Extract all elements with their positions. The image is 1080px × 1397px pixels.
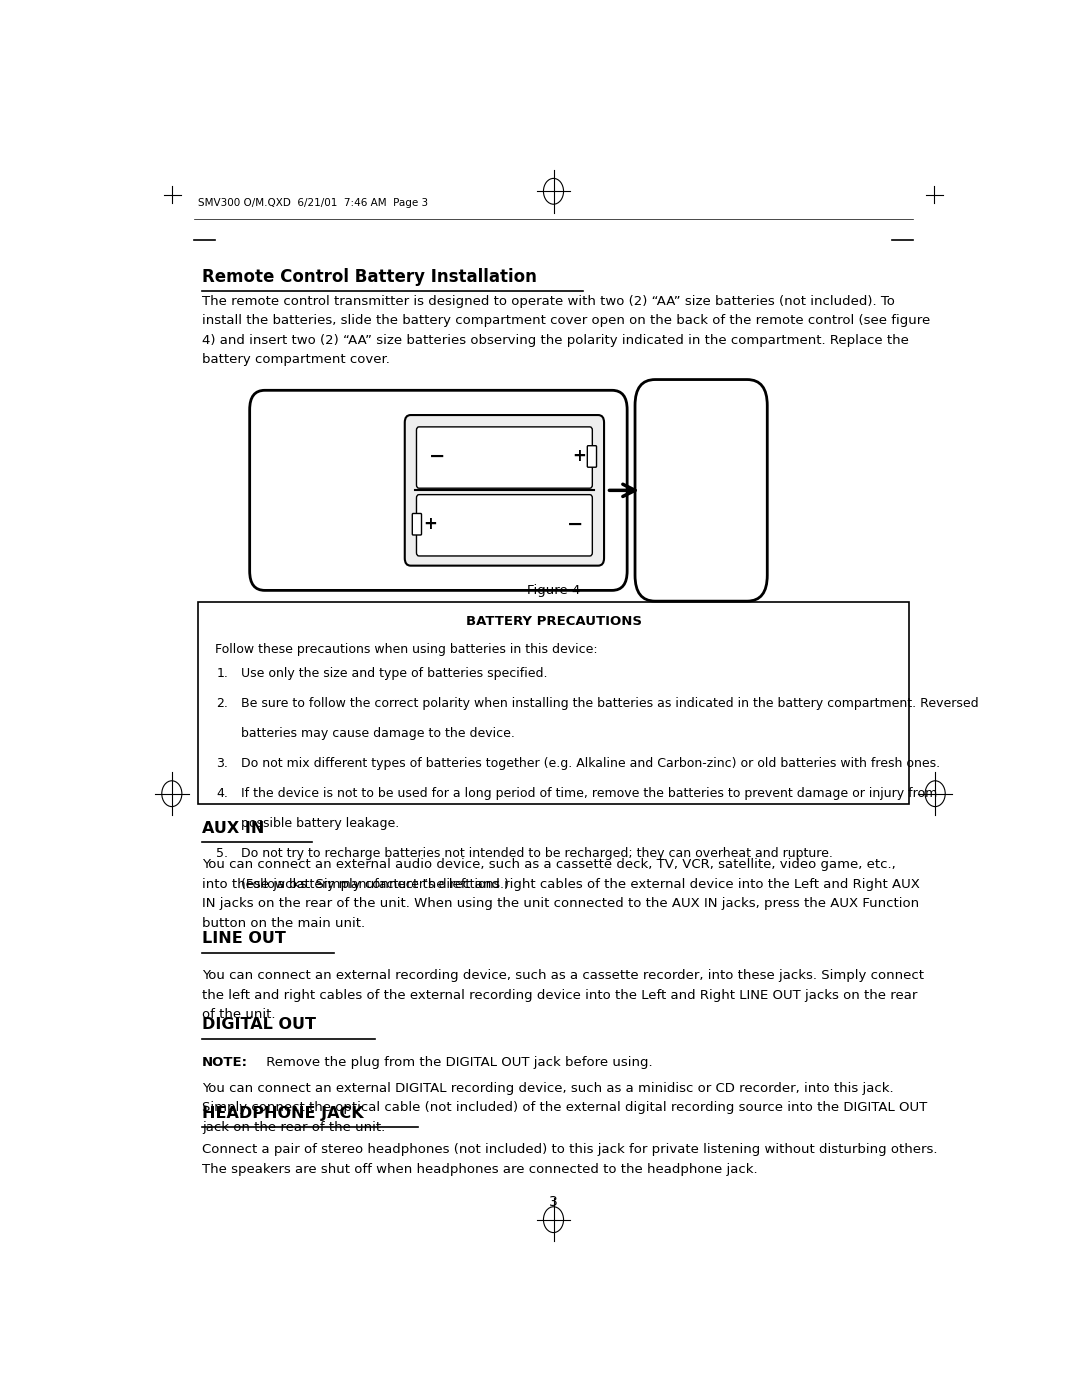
Text: DIGITAL OUT: DIGITAL OUT <box>202 1017 316 1032</box>
Text: +: + <box>571 447 585 465</box>
Text: BATTERY PRECAUTIONS: BATTERY PRECAUTIONS <box>465 615 642 629</box>
FancyBboxPatch shape <box>588 446 596 467</box>
Text: SMV300 O/M.QXD  6/21/01  7:46 AM  Page 3: SMV300 O/M.QXD 6/21/01 7:46 AM Page 3 <box>198 198 428 208</box>
Text: 5.: 5. <box>216 848 228 861</box>
Text: possible battery leakage.: possible battery leakage. <box>241 817 400 830</box>
Text: batteries may cause damage to the device.: batteries may cause damage to the device… <box>241 726 515 740</box>
Text: Connect a pair of stereo headphones (not included) to this jack for private list: Connect a pair of stereo headphones (not… <box>202 1143 937 1176</box>
Text: −: − <box>567 514 583 534</box>
Text: 3: 3 <box>549 1196 558 1210</box>
Text: You can connect an external recording device, such as a cassette recorder, into : You can connect an external recording de… <box>202 970 924 1021</box>
Text: AUX IN: AUX IN <box>202 820 265 835</box>
Text: 1.: 1. <box>216 666 228 680</box>
FancyBboxPatch shape <box>249 390 627 591</box>
Text: NOTE:: NOTE: <box>202 1056 248 1069</box>
Text: 2.: 2. <box>216 697 228 710</box>
Text: −: − <box>429 447 445 467</box>
Text: +: + <box>423 515 437 534</box>
Text: Do not mix different types of batteries together (e.g. Alkaline and Carbon-zinc): Do not mix different types of batteries … <box>241 757 941 770</box>
Text: Remote Control Battery Installation: Remote Control Battery Installation <box>202 268 537 285</box>
Text: You can connect an external DIGITAL recording device, such as a minidisc or CD r: You can connect an external DIGITAL reco… <box>202 1083 928 1134</box>
FancyBboxPatch shape <box>413 514 421 535</box>
Text: You can connect an external audio device, such as a cassette deck, TV, VCR, sate: You can connect an external audio device… <box>202 858 920 930</box>
Text: (Follow battery manufacturer’s directions.): (Follow battery manufacturer’s direction… <box>241 877 509 891</box>
Text: LINE OUT: LINE OUT <box>202 932 286 946</box>
FancyBboxPatch shape <box>417 427 592 488</box>
Text: If the device is not to be used for a long period of time, remove the batteries : If the device is not to be used for a lo… <box>241 788 937 800</box>
Text: The remote control transmitter is designed to operate with two (2) “AA” size bat: The remote control transmitter is design… <box>202 295 930 366</box>
Text: Follow these precautions when using batteries in this device:: Follow these precautions when using batt… <box>215 643 597 657</box>
FancyBboxPatch shape <box>198 602 909 805</box>
FancyBboxPatch shape <box>405 415 604 566</box>
Text: Be sure to follow the correct polarity when installing the batteries as indicate: Be sure to follow the correct polarity w… <box>241 697 978 710</box>
Text: Do not try to recharge batteries not intended to be recharged; they can overheat: Do not try to recharge batteries not int… <box>241 848 833 861</box>
FancyBboxPatch shape <box>417 495 592 556</box>
FancyBboxPatch shape <box>635 380 767 601</box>
Text: Figure 4: Figure 4 <box>527 584 580 597</box>
Text: Remove the plug from the DIGITAL OUT jack before using.: Remove the plug from the DIGITAL OUT jac… <box>262 1056 652 1069</box>
Text: 3.: 3. <box>216 757 228 770</box>
Text: 4.: 4. <box>216 788 228 800</box>
Text: Use only the size and type of batteries specified.: Use only the size and type of batteries … <box>241 666 548 680</box>
Text: HEADPHONE JACK: HEADPHONE JACK <box>202 1105 364 1120</box>
